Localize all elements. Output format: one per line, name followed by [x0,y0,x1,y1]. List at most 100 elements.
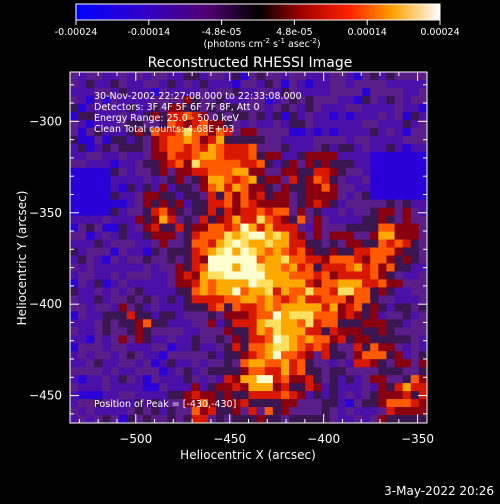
heatmap-cell [232,399,241,408]
heatmap-cell [289,119,298,129]
heatmap-cell [410,279,420,288]
heatmap-cell [118,207,128,216]
heatmap-cell [305,303,314,312]
heatmap-cell [134,335,144,344]
heatmap-cell [386,383,395,392]
heatmap-cell [167,367,176,376]
heatmap-cell [110,295,120,304]
heatmap-cell [199,295,209,304]
heatmap-cell [216,415,225,423]
heatmap-cell [402,223,412,232]
heatmap-cell [183,215,193,224]
heatmap-cell [394,207,404,216]
heatmap-cell [418,367,427,376]
heatmap-cell [272,159,282,169]
heatmap-cell [207,151,217,161]
heatmap-cell [126,143,136,153]
heatmap-cell [353,207,363,216]
heatmap-cell [86,175,95,185]
heatmap-cell [272,407,282,416]
heatmap-cell [410,327,420,336]
heatmap-cell [199,183,209,193]
heatmap-cell [224,72,233,81]
heatmap-cell [297,263,306,272]
heatmap-cell [410,359,420,368]
heatmap-cell [151,79,160,89]
heatmap-cell [199,79,209,89]
heatmap-cell [386,311,395,320]
heatmap-cell [272,207,282,216]
heatmap-cell [313,359,322,368]
heatmap-cell [232,311,241,320]
heatmap-cell [110,87,120,97]
heatmap-cell [386,295,395,304]
heatmap-cell [86,239,95,248]
heatmap-cell [313,287,322,296]
heatmap-cell [256,207,266,216]
heatmap-cell [199,399,209,408]
heatmap-cell [143,231,152,240]
heatmap-cell [70,327,79,336]
heatmap-cell [191,343,201,352]
heatmap-cell [378,415,387,423]
heatmap-cell [167,255,176,264]
heatmap-cell [216,175,225,185]
heatmap-cell [70,103,79,113]
heatmap-cell [94,287,103,296]
heatmap-cell [256,263,266,272]
heatmap-cell [280,415,290,423]
heatmap-cell [86,199,95,209]
heatmap-cell [232,111,241,121]
heatmap-cell [256,359,266,368]
heatmap-cell [143,72,152,81]
heatmap-cell [240,399,249,408]
heatmap-cell [256,103,266,113]
heatmap-cell [240,303,249,312]
heatmap-cell [159,319,168,328]
heatmap-cell [345,271,355,280]
heatmap-cell [167,95,176,105]
heatmap-cell [110,167,120,177]
heatmap-cell [143,119,152,129]
heatmap-cell [362,95,371,105]
heatmap-cell [362,287,371,296]
heatmap-cell [402,207,412,216]
heatmap-cell [70,375,79,384]
heatmap-cell [313,407,322,416]
heatmap-cell [224,271,233,280]
heatmap-cell [216,247,225,256]
heatmap-cell [151,183,160,193]
heatmap-cell [256,79,266,89]
heatmap-cell [78,215,87,224]
heatmap-cell [337,223,347,232]
heatmap-cell [207,215,217,224]
heatmap-cell [126,255,136,264]
heatmap-cell [280,271,290,280]
heatmap-cell [272,247,282,256]
heatmap-cell [280,391,290,400]
heatmap-cell [248,287,258,296]
heatmap-cell [370,295,379,304]
heatmap-cell [370,79,379,89]
heatmap-cell [232,351,241,360]
heatmap-cell [240,271,249,280]
heatmap-cell [216,143,225,153]
heatmap-cell [272,303,282,312]
heatmap-cell [240,279,249,288]
heatmap-cell [191,143,201,153]
heatmap-cell [264,343,274,352]
heatmap-cell [199,207,209,216]
heatmap-cell [110,207,120,216]
heatmap-cell [378,143,387,153]
heatmap-cell [289,207,298,216]
heatmap-cell [418,399,427,408]
heatmap-cell [232,103,241,113]
heatmap-cell [94,295,103,304]
heatmap-cell [151,383,160,392]
heatmap-cell [272,295,282,304]
heatmap-cell [183,231,193,240]
heatmap-cell [102,103,111,113]
heatmap-cell [337,103,347,113]
heatmap-cell [159,207,168,216]
heatmap-cell [394,183,404,193]
